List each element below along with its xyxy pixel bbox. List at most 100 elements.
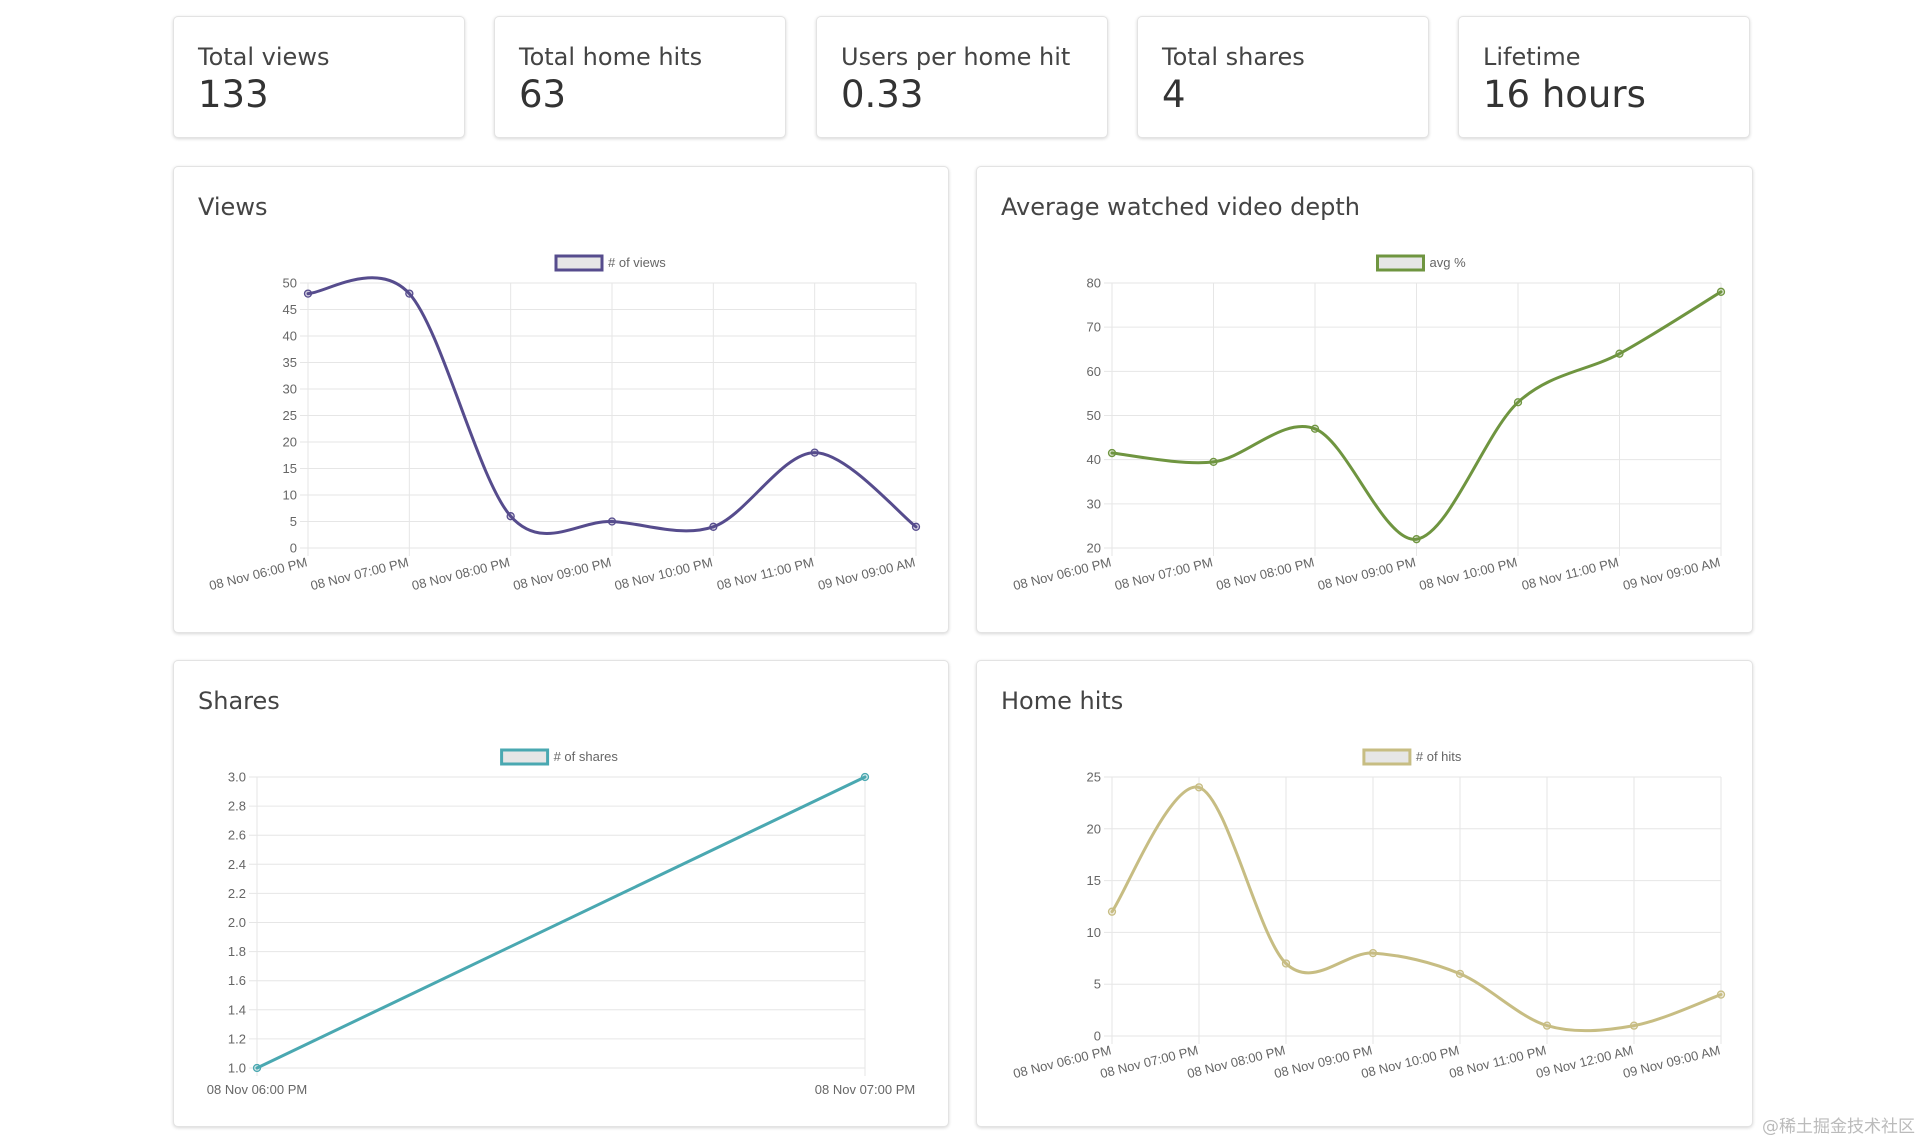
stat-label: Users per home hit [841,43,1071,71]
data-point [607,517,617,526]
x-tick-label: 08 Nov 07:00 PM [309,554,410,593]
y-tick-label: 1.0 [228,1061,246,1076]
stat-value: 63 [519,73,567,116]
data-point [1542,1021,1552,1030]
series-line [1110,290,1723,541]
stat-card-lifetime: Lifetime 16 hours [1458,16,1750,138]
legend-swatch [1376,254,1425,272]
y-tick-label: 20 [1087,821,1101,836]
stat-value: 4 [1162,73,1186,116]
y-tick-label: 50 [283,276,297,291]
stat-label: Total shares [1162,43,1305,71]
data-point [1368,948,1378,958]
chart-card-views: Views 0 5 10 15 20 25 30 35 40 45 50 08 Nov 06:00 P… [173,166,949,633]
legend-swatch [554,254,604,272]
stat-label: Total views [198,43,330,71]
y-tick-label: 2.8 [228,799,246,814]
data-point [1716,287,1726,296]
y-tick-label: 5 [1094,977,1101,992]
data-point [303,289,313,298]
y-tick-label: 80 [1087,276,1101,291]
y-tick-label: 1.8 [228,944,246,959]
data-point [860,772,870,782]
chart-card-depth: Average watched video depth 20 30 40 50 60 70… [976,166,1753,633]
stat-value: 133 [198,73,269,116]
stat-value: 16 hours [1483,73,1646,116]
data-point [1412,535,1421,544]
x-tick-label: 08 Nov 08:00 PM [1215,554,1316,593]
y-tick-label: 20 [283,435,297,450]
y-tick-label: 0 [1094,1029,1101,1044]
y-tick-label: 1.2 [228,1031,246,1046]
x-tick-label: 09 Nov 12:00 AM [1534,1042,1634,1081]
x-tick-label: 08 Nov 07:00 PM [815,1082,915,1097]
y-tick-label: 1.6 [228,973,246,988]
x-tick-label: 08 Nov 09:00 PM [1316,554,1417,593]
data-point [1615,349,1624,358]
data-point [1629,1021,1639,1030]
legend-label: avg % [1430,255,1467,270]
y-tick-label: 0 [290,541,297,556]
x-tick-label: 08 Nov 08:00 PM [410,554,511,593]
x-tick-label: 08 Nov 11:00 PM [715,554,815,593]
data-point [1513,398,1523,407]
stat-value: 0.33 [841,73,924,116]
x-tick-label: 08 Nov 09:00 PM [512,554,613,593]
x-tick-label: 08 Nov 10:00 PM [613,554,714,593]
x-tick-label: 08 Nov 09:00 PM [1273,1042,1374,1081]
x-tick-label: 08 Nov 10:00 PM [1418,554,1519,593]
chart-card-home-hits: Home hits 0 5 10 15 20 25 08 Nov 06:00 PM 08 No… [976,660,1753,1127]
data-point [810,448,819,457]
data-point [709,522,718,531]
legend-label: # of views [608,255,666,270]
chart-title: Home hits [1001,687,1124,715]
legend-swatch [1362,748,1412,766]
data-point [1194,783,1204,792]
data-point [252,1063,262,1073]
y-tick-label: 40 [1087,452,1101,467]
chart-title: Shares [198,687,280,715]
data-point [1310,424,1320,433]
x-tick-label: 09 Nov 09:00 AM [1621,1042,1721,1081]
watermark: @稀土掘金技术社区 [1762,1117,1915,1137]
x-tick-label: 08 Nov 06:00 PM [1012,554,1113,593]
y-tick-label: 40 [283,329,297,344]
x-tick-label: 08 Nov 11:00 PM [1520,554,1620,593]
y-tick-label: 30 [1087,496,1101,511]
y-tick-label: 2.4 [228,857,246,872]
y-tick-label: 10 [1087,925,1101,940]
data-point [1716,990,1726,999]
y-tick-label: 45 [283,302,297,317]
series-line [255,775,867,1070]
x-tick-label: 08 Nov 06:00 PM [207,1082,307,1097]
y-tick-label: 30 [283,382,297,397]
data-point [1281,959,1291,968]
x-tick-label: 08 Nov 06:00 PM [208,554,309,593]
stat-card-users-per-home-hit: Users per home hit 0.33 [816,16,1108,138]
legend-label: # of shares [554,749,619,764]
chart-title: Views [198,193,268,221]
y-tick-label: 10 [283,488,297,503]
y-tick-label: 5 [290,514,297,529]
shares-chart: 1.0 1.2 1.4 1.6 1.8 2.0 2.2 2.4 2.6 2.8 3.0 08 Nov … [207,748,915,1097]
x-tick-label: 08 Nov 11:00 PM [1448,1042,1548,1081]
stat-card-total-views: Total views 133 [173,16,465,138]
legend-label: # of hits [1416,749,1462,764]
data-point [506,512,515,521]
x-tick-label: 09 Nov 09:00 AM [816,554,916,593]
data-point [1107,907,1117,916]
depth-chart: 20 30 40 50 60 70 80 08 Nov 06:00 PM 08 Nov 07:0… [1012,254,1726,593]
y-tick-label: 25 [1087,770,1101,785]
y-tick-label: 25 [283,408,297,423]
x-tick-label: 08 Nov 06:00 PM [1012,1042,1113,1081]
y-tick-label: 1.4 [228,1002,246,1017]
chart-card-shares: Shares 1.0 1.2 1.4 1.6 1.8 2.0 2.2 2.4 2.6 2.8 3.0… [173,660,949,1127]
y-tick-label: 2.2 [228,886,246,901]
data-point [911,522,921,531]
x-tick-label: 08 Nov 10:00 PM [1360,1042,1461,1081]
y-tick-label: 15 [1087,873,1101,888]
data-point [405,289,414,298]
data-point [1455,969,1465,978]
data-point [1107,448,1117,458]
